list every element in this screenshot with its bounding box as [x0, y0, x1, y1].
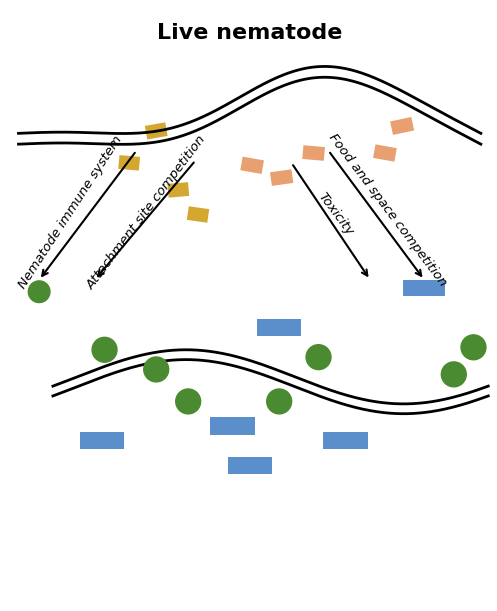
Bar	[145, 122, 167, 139]
Bar	[228, 457, 272, 474]
Circle shape	[92, 337, 117, 362]
Bar	[80, 432, 124, 449]
Text: Live nematode: Live nematode	[157, 23, 342, 43]
Circle shape	[267, 389, 292, 414]
Bar	[373, 144, 397, 162]
Circle shape	[144, 357, 168, 382]
Bar	[404, 280, 445, 296]
Text: Food and space competition: Food and space competition	[326, 131, 449, 288]
Circle shape	[461, 335, 486, 360]
Text: Nematode immune system: Nematode immune system	[16, 133, 124, 291]
Bar	[257, 319, 301, 336]
Text: Attachment site competition: Attachment site competition	[84, 133, 209, 291]
Bar	[187, 207, 209, 223]
Circle shape	[28, 281, 50, 302]
Circle shape	[176, 389, 201, 414]
Bar	[167, 182, 189, 198]
Circle shape	[441, 362, 466, 387]
Circle shape	[306, 345, 331, 370]
Bar	[302, 145, 325, 161]
Bar	[240, 156, 264, 174]
Bar	[210, 417, 254, 434]
Bar	[270, 169, 293, 186]
Bar	[324, 432, 368, 449]
Bar	[390, 117, 414, 135]
Text: Toxicity: Toxicity	[316, 191, 356, 238]
Bar	[118, 155, 140, 170]
